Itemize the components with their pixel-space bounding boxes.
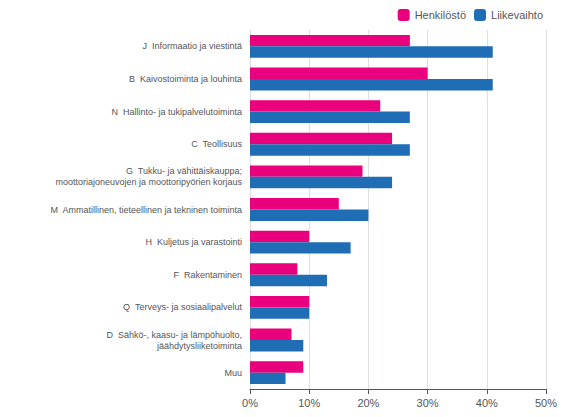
- svg-text:moottoriajoneuvojen ja moottor: moottoriajoneuvojen ja moottoripyörien k…: [45, 177, 242, 187]
- svg-text:20%: 20%: [357, 397, 379, 409]
- svg-text:D Sähkö-, kaasu- ja lämpöhuol: D Sähkö-, kaasu- ja lämpöhuolto,: [106, 330, 242, 340]
- svg-text:50%: 50%: [535, 397, 557, 409]
- svg-text:Henkilöstö: Henkilöstö: [415, 9, 466, 21]
- svg-text:30%: 30%: [417, 397, 439, 409]
- svg-text:Q Terveys- ja sosiaalipalvelu: Q Terveys- ja sosiaalipalvelut: [123, 302, 242, 312]
- svg-text:B Kaivostoiminta ja louhinta: B Kaivostoiminta ja louhinta: [129, 74, 242, 84]
- svg-text:C Teollisuus: C Teollisuus: [191, 139, 242, 149]
- svg-text:H Kuljetus ja varastointi: H Kuljetus ja varastointi: [145, 237, 242, 247]
- svg-text:Muu: Muu: [224, 368, 242, 378]
- svg-text:F Rakentaminen: F Rakentaminen: [173, 270, 242, 280]
- svg-text:jäähdytysliiketoiminta: jäähdytysliiketoiminta: [147, 341, 242, 351]
- svg-text:40%: 40%: [476, 397, 498, 409]
- svg-text:G Tukku- ja vähittäiskauppa;: G Tukku- ja vähittäiskauppa;: [126, 166, 242, 176]
- svg-text:N Hallinto- ja tukipalvelutoi: N Hallinto- ja tukipalvelutoiminta: [111, 107, 242, 117]
- svg-text:0%: 0%: [242, 397, 258, 409]
- svg-text:J Informaatio ja viestintä: J Informaatio ja viestintä: [142, 41, 242, 51]
- svg-text:10%: 10%: [298, 397, 320, 409]
- svg-text:M Ammatillinen, tieteellinen: M Ammatillinen, tieteellinen ja tekninen…: [50, 205, 242, 215]
- svg-text:Liikevaihto: Liikevaihto: [491, 9, 543, 21]
